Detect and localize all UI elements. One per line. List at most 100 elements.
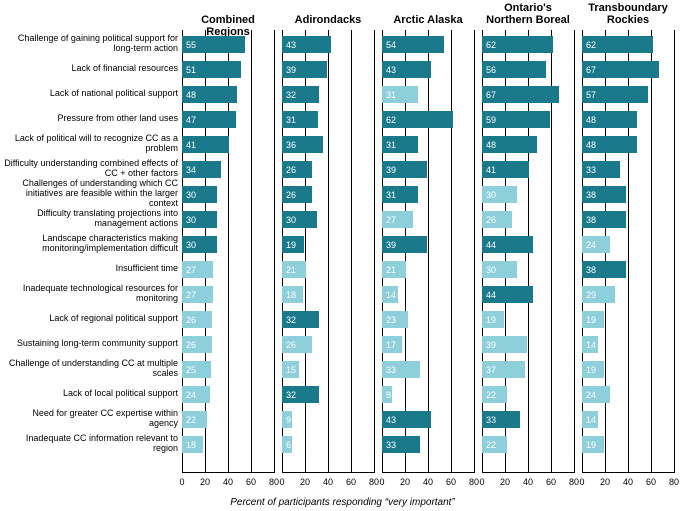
bar-value: 24 <box>586 390 596 400</box>
bar: 30 <box>182 186 217 203</box>
x-axis-line <box>282 472 374 473</box>
bar-value: 33 <box>586 165 596 175</box>
bar-value: 21 <box>286 265 296 275</box>
bar-value: 41 <box>186 140 196 150</box>
bar-value: 37 <box>486 365 496 375</box>
bar: 30 <box>282 211 317 228</box>
x-axis-line <box>382 472 474 473</box>
bar-value: 54 <box>386 40 396 50</box>
x-tick-label: 40 <box>219 477 237 487</box>
x-tick-label: 80 <box>665 477 683 487</box>
row-label: Lack of regional political support <box>2 306 178 329</box>
bar-value: 14 <box>386 290 396 300</box>
x-tick-label: 0 <box>373 477 391 487</box>
bar: 30 <box>182 236 217 253</box>
bar-value: 30 <box>486 265 496 275</box>
bar: 41 <box>182 136 229 153</box>
gridline <box>474 30 475 473</box>
bar-value: 26 <box>186 340 196 350</box>
bar: 17 <box>382 336 402 353</box>
x-tick-label: 20 <box>196 477 214 487</box>
row-label: Landscape characteristics making monitor… <box>2 231 178 254</box>
row-label: Difficulty translating projections into … <box>2 206 178 229</box>
bar-value: 19 <box>586 365 596 375</box>
bar: 24 <box>582 236 610 253</box>
bar: 14 <box>582 336 598 353</box>
row-label: Insufficient time <box>2 256 178 279</box>
bar: 39 <box>382 236 427 253</box>
row-label: Challenges of understanding which CC ini… <box>2 181 178 204</box>
x-tick-label: 60 <box>242 477 260 487</box>
bar: 24 <box>182 386 210 403</box>
bar-value: 47 <box>186 115 196 125</box>
bar-value: 26 <box>286 340 296 350</box>
bar: 67 <box>482 86 559 103</box>
x-tick-label: 60 <box>642 477 660 487</box>
chart-panel: 6267574848333838243829191419241419 <box>582 30 674 473</box>
bar-value: 31 <box>386 140 396 150</box>
bar: 48 <box>182 86 237 103</box>
bar-value: 48 <box>186 90 196 100</box>
bar-value: 44 <box>486 290 496 300</box>
chart-panel: 544331623139312739211423173384333 <box>382 30 474 473</box>
bar: 39 <box>482 336 527 353</box>
bar: 19 <box>582 361 604 378</box>
bar: 38 <box>582 211 626 228</box>
bar: 56 <box>482 61 546 78</box>
chart-panel: 43393231362626301921183226153296 <box>282 30 374 473</box>
bar: 14 <box>582 411 598 428</box>
bar-value: 39 <box>386 240 396 250</box>
bar: 31 <box>382 86 418 103</box>
bar: 6 <box>282 436 292 453</box>
column-header: Ontario'sNorthern Boreal <box>482 2 574 26</box>
gridline <box>251 30 252 473</box>
bar: 23 <box>382 311 408 328</box>
bar-value: 38 <box>586 265 596 275</box>
x-tick-label: 0 <box>573 477 591 487</box>
bar-value: 56 <box>486 65 496 75</box>
bar-value: 62 <box>586 40 596 50</box>
bar: 19 <box>582 436 604 453</box>
bar-value: 14 <box>586 340 596 350</box>
bar-value: 19 <box>586 440 596 450</box>
gridline <box>374 30 375 473</box>
bar-value: 19 <box>286 240 296 250</box>
bar: 22 <box>182 411 207 428</box>
bar: 57 <box>582 86 648 103</box>
bar: 62 <box>582 36 653 53</box>
bar: 22 <box>482 436 507 453</box>
row-label: Pressure from other land uses <box>2 106 178 129</box>
bar-value: 6 <box>286 440 291 450</box>
bar-value: 43 <box>386 65 396 75</box>
bar: 19 <box>482 311 504 328</box>
bar-value: 27 <box>386 215 396 225</box>
bar: 39 <box>282 61 327 78</box>
bar-value: 33 <box>386 440 396 450</box>
bar: 14 <box>382 286 398 303</box>
bar-value: 33 <box>486 415 496 425</box>
bar: 43 <box>382 411 431 428</box>
bar-value: 30 <box>186 190 196 200</box>
bar-value: 31 <box>386 190 396 200</box>
bar-value: 22 <box>186 415 196 425</box>
bar: 47 <box>182 111 236 128</box>
bar: 55 <box>182 36 245 53</box>
bar-value: 30 <box>186 240 196 250</box>
bar: 43 <box>282 36 331 53</box>
bar-value: 25 <box>186 365 196 375</box>
bar: 31 <box>282 111 318 128</box>
bar-value: 24 <box>586 240 596 250</box>
bar: 26 <box>282 336 312 353</box>
row-label: Inadequate CC information relevant to re… <box>2 431 178 454</box>
row-label: Inadequate technological resources for m… <box>2 281 178 304</box>
row-label: Lack of financial resources <box>2 56 178 79</box>
bar-value: 43 <box>386 415 396 425</box>
bar: 30 <box>182 211 217 228</box>
bar: 33 <box>582 161 620 178</box>
row-label: Lack of local political support <box>2 381 178 404</box>
bar: 38 <box>582 261 626 278</box>
bar-value: 67 <box>486 90 496 100</box>
x-tick-label: 40 <box>419 477 437 487</box>
bar-value: 18 <box>186 440 196 450</box>
bar: 27 <box>182 261 213 278</box>
